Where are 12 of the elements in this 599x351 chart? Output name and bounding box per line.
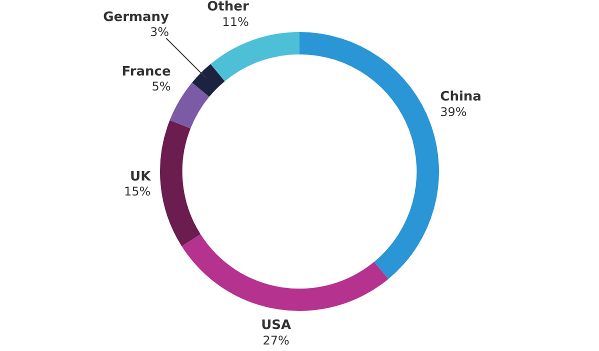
data-label: 11% (222, 14, 249, 29)
slice-label: UK (130, 169, 152, 184)
slice-label: France (122, 64, 171, 80)
data-label: 15% (124, 184, 151, 199)
slice-label: USA (261, 318, 292, 334)
data-label: 39% (440, 104, 467, 119)
data-label: 3% (150, 25, 170, 40)
data-label: 5% (152, 80, 171, 94)
slice-label: Germany (103, 10, 170, 25)
slice-label: Other (207, 0, 250, 15)
data-label: 27% (262, 333, 290, 348)
slice-label: China (440, 90, 482, 105)
